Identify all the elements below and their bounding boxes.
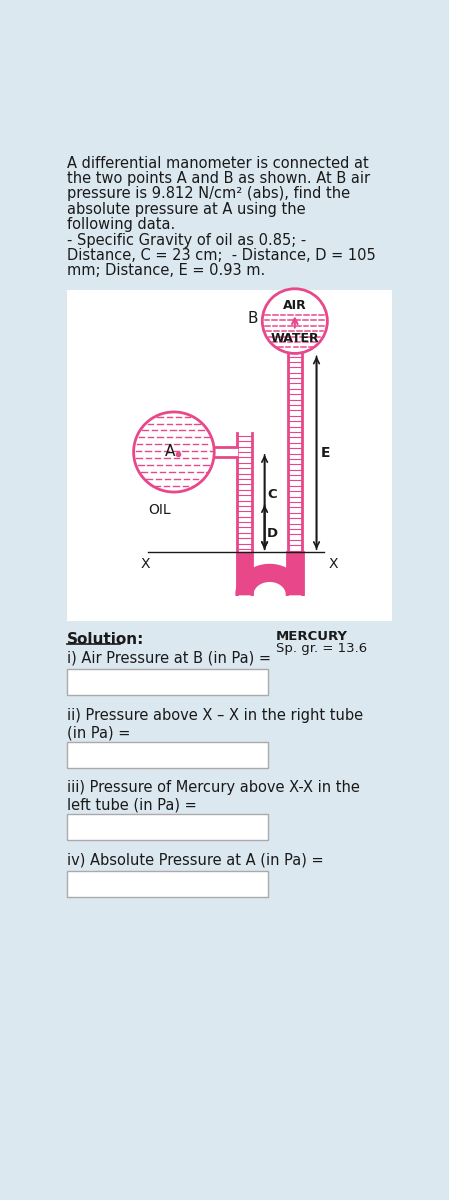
Text: AIR: AIR xyxy=(283,299,307,312)
Text: WATER: WATER xyxy=(270,331,319,344)
Text: i) Air Pressure at B (in Pa) =: i) Air Pressure at B (in Pa) = xyxy=(67,650,271,666)
Text: iii) Pressure of Mercury above X-X in the
left tube (in Pa) =: iii) Pressure of Mercury above X-X in th… xyxy=(67,780,360,812)
Text: A differential manometer is connected at: A differential manometer is connected at xyxy=(67,156,369,170)
Text: OIL: OIL xyxy=(149,503,171,517)
Circle shape xyxy=(262,289,327,354)
Text: Sp. gr. = 13.6: Sp. gr. = 13.6 xyxy=(276,642,367,655)
FancyBboxPatch shape xyxy=(67,814,269,840)
FancyBboxPatch shape xyxy=(67,742,269,768)
Polygon shape xyxy=(238,566,302,594)
Text: B: B xyxy=(247,311,258,326)
Text: C: C xyxy=(267,488,277,500)
Text: X: X xyxy=(141,557,150,571)
Text: E: E xyxy=(321,445,330,460)
Circle shape xyxy=(134,412,214,492)
FancyBboxPatch shape xyxy=(67,871,269,898)
Text: - Specific Gravity of oil as 0.85; -: - Specific Gravity of oil as 0.85; - xyxy=(67,233,306,247)
Text: ii) Pressure above X – X in the right tube
(in Pa) =: ii) Pressure above X – X in the right tu… xyxy=(67,708,363,740)
Text: iv) Absolute Pressure at A (in Pa) =: iv) Absolute Pressure at A (in Pa) = xyxy=(67,852,324,868)
Text: A: A xyxy=(165,444,175,460)
Text: pressure is 9.812 N/cm² (abs), find the: pressure is 9.812 N/cm² (abs), find the xyxy=(67,186,350,202)
Text: following data.: following data. xyxy=(67,217,175,232)
Text: absolute pressure at A using the: absolute pressure at A using the xyxy=(67,202,306,217)
Text: the two points A and B as shown. At B air: the two points A and B as shown. At B ai… xyxy=(67,170,370,186)
FancyBboxPatch shape xyxy=(67,670,269,695)
Text: mm; Distance, E = 0.93 m.: mm; Distance, E = 0.93 m. xyxy=(67,263,265,278)
Text: X: X xyxy=(328,557,338,571)
Text: D: D xyxy=(267,527,278,540)
Text: Solution:: Solution: xyxy=(67,632,144,647)
Text: MERCURY: MERCURY xyxy=(276,630,348,643)
FancyBboxPatch shape xyxy=(67,290,392,622)
Text: Distance, C = 23 cm;  - Distance, D = 105: Distance, C = 23 cm; - Distance, D = 105 xyxy=(67,248,376,263)
